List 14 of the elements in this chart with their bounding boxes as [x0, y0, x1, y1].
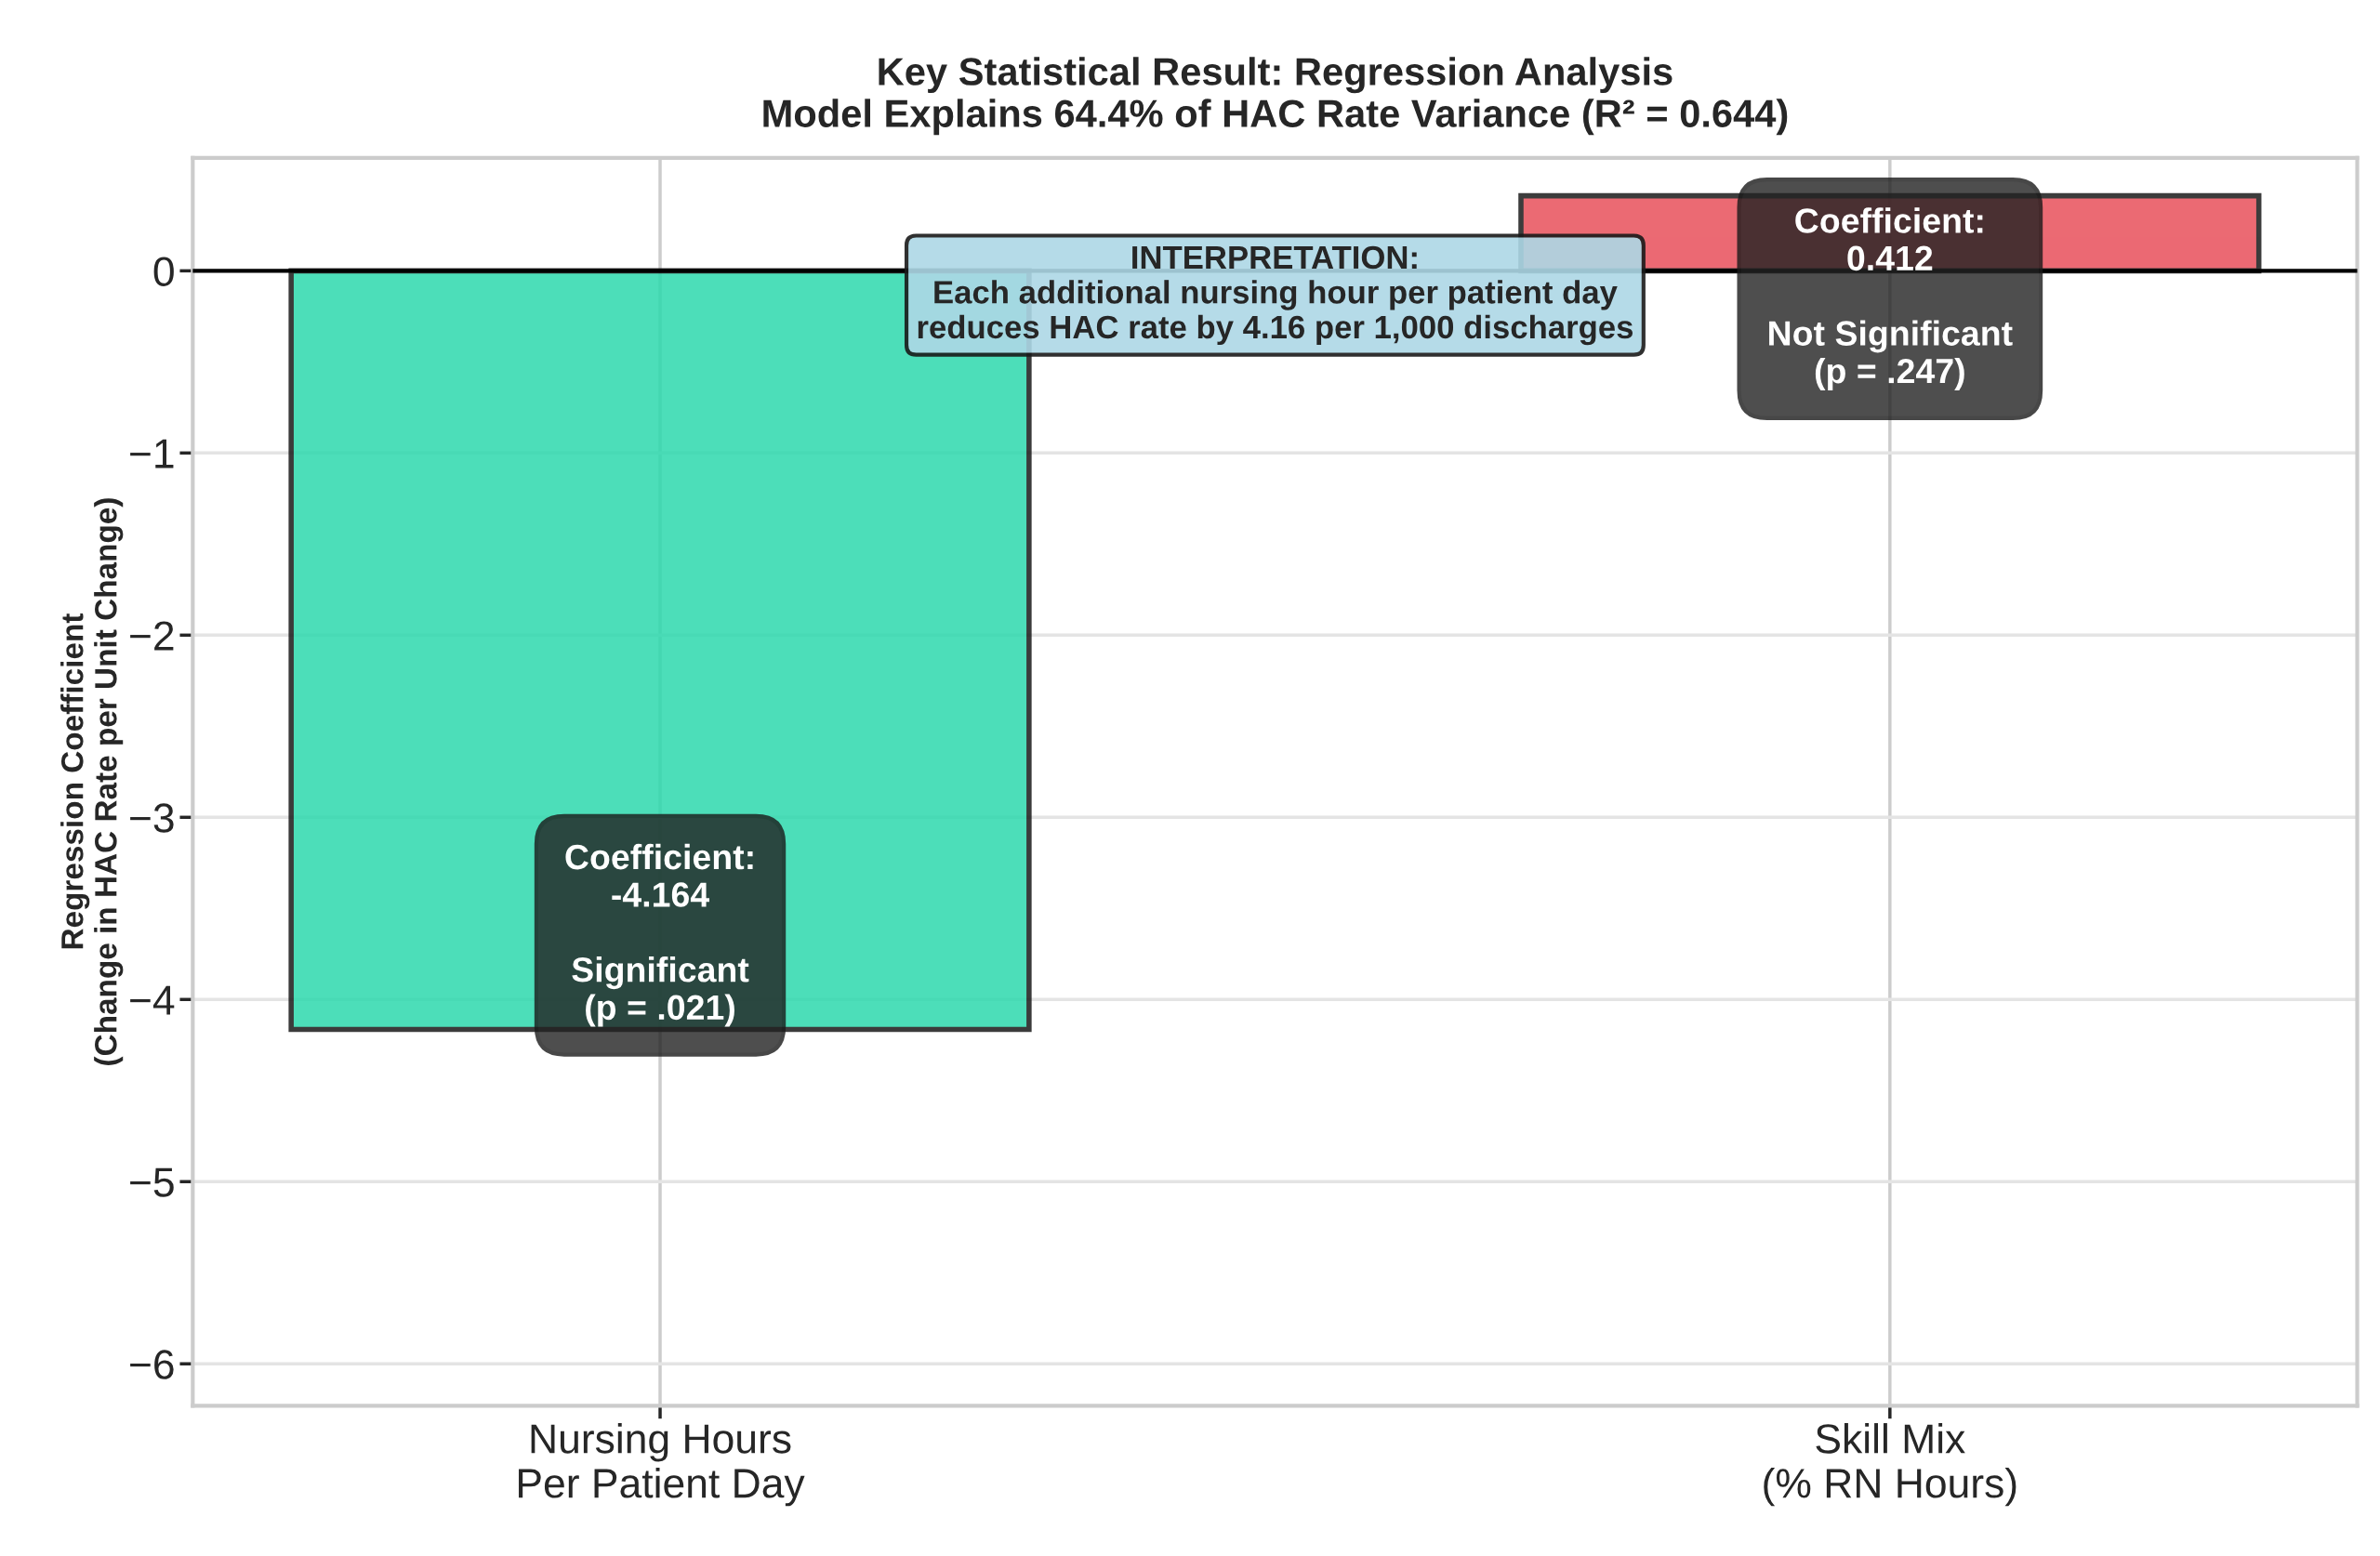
x-tick-label: Nursing Hours Per Patient Day	[519, 1423, 805, 1507]
y-tick-label: −5	[130, 1167, 174, 1197]
y-axis-title: Regression Coefficient (Change in HAC Rate per Unit Change)	[60, 498, 124, 1065]
y-tick-label: −2	[130, 621, 174, 651]
text: Coefficient: -4.164 Significant (p = .021)	[565, 843, 753, 1027]
y-tick-label: −6	[130, 1350, 174, 1379]
text: Coefficient: 0.412 Not Significant (p = .247)	[1769, 207, 2013, 390]
x-tick-label: Skill Mix (% RN Hours)	[1764, 1423, 2016, 1507]
annotation: INTERPRETATION: Each additional nursing hour per patient day reduces HAC rate by 4.16 per 1,000 discharges	[918, 245, 1633, 346]
y-tick-label: 0	[153, 257, 174, 286]
chart-title: Key Statistical Result: Regression Analysis Model Explains 64.4% of HAC Rate Variance (R² = 0.644)	[763, 57, 1788, 136]
y-tick-label: −4	[130, 985, 175, 1015]
y-tick-label: −3	[130, 803, 174, 833]
y-tick-label: −1	[130, 439, 174, 468]
